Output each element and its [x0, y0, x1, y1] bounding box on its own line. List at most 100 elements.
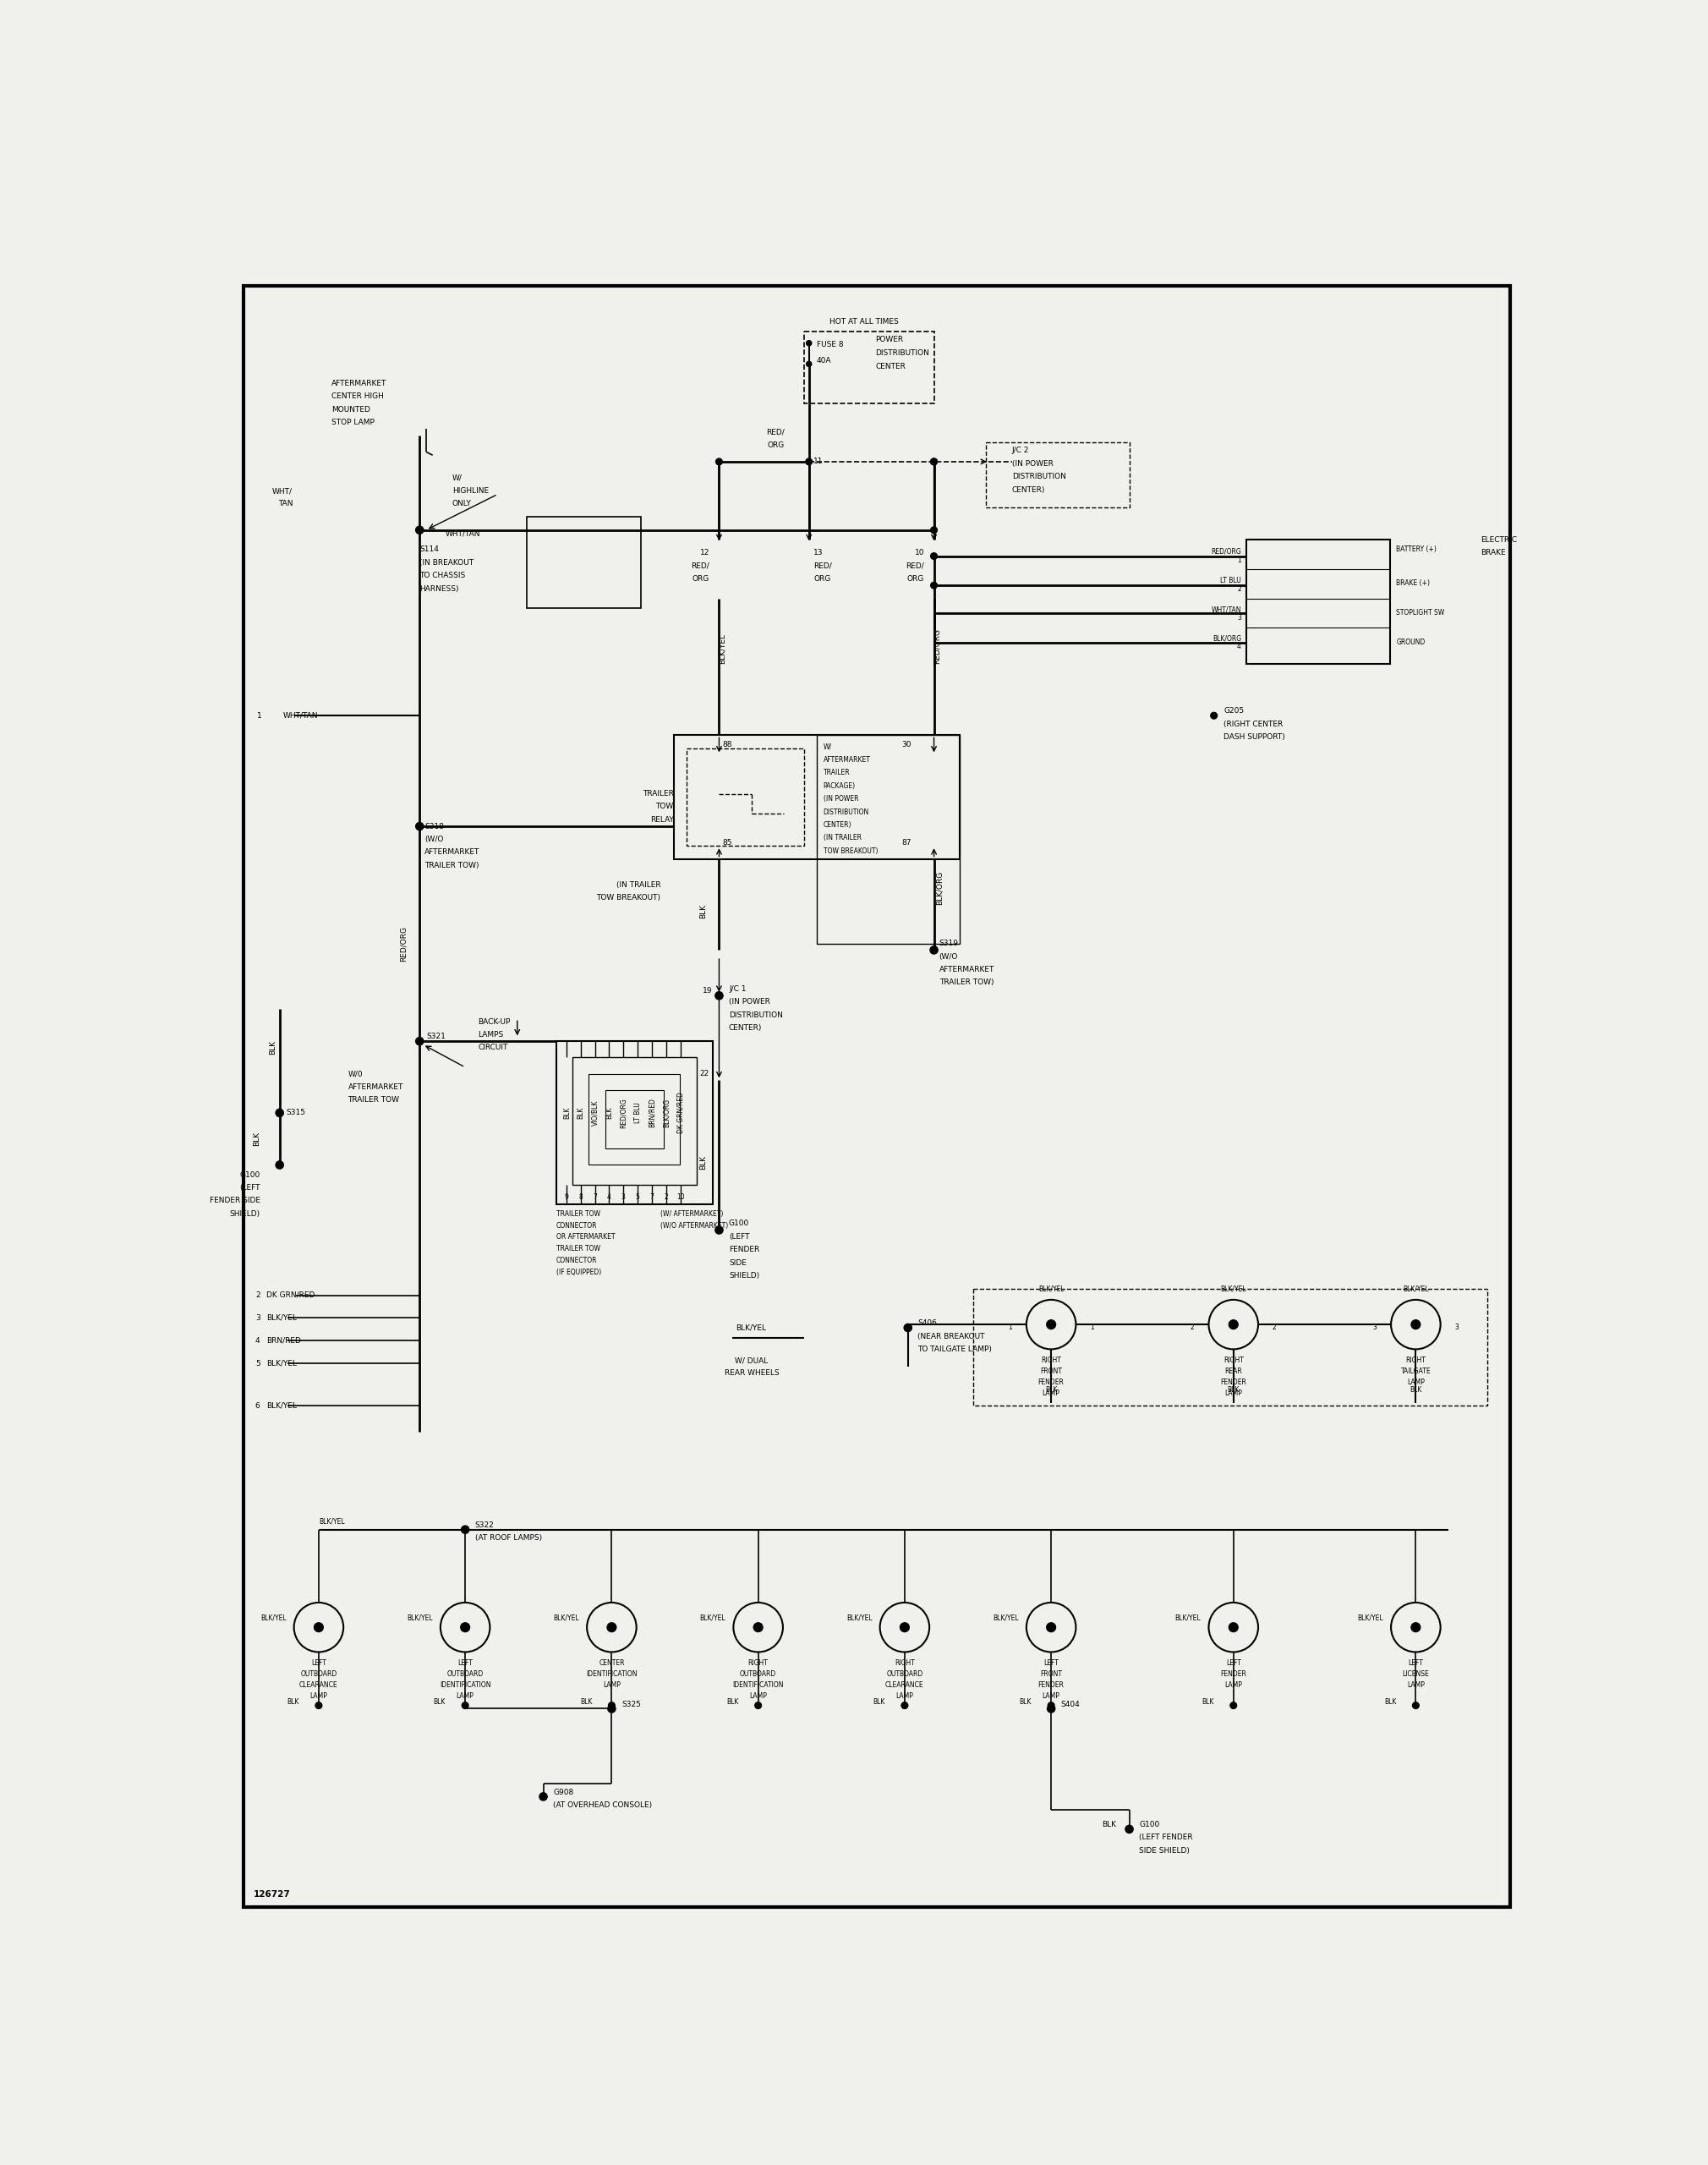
Text: ORG: ORG [692, 576, 709, 582]
Text: 88: 88 [722, 740, 733, 749]
Text: 3: 3 [1237, 615, 1242, 621]
Text: TRAILER: TRAILER [642, 790, 673, 797]
Text: ORG: ORG [813, 576, 830, 582]
Text: BLK: BLK [253, 1132, 261, 1145]
Text: W/0: W/0 [348, 1070, 362, 1078]
Text: ORG: ORG [767, 442, 784, 448]
Text: S406: S406 [917, 1318, 938, 1327]
Text: AFTERMARKET: AFTERMARKET [425, 849, 480, 855]
Text: (RIGHT CENTER: (RIGHT CENTER [1223, 721, 1283, 727]
Text: 1: 1 [1237, 556, 1242, 563]
Text: (W/O AFTERMARKET): (W/O AFTERMARKET) [661, 1221, 728, 1230]
Text: DISTRIBUTION: DISTRIBUTION [1013, 472, 1066, 481]
Text: 3: 3 [1455, 1325, 1459, 1331]
Text: 13: 13 [813, 550, 823, 556]
Text: 2: 2 [1272, 1325, 1276, 1331]
Text: (AT ROOF LAMPS): (AT ROOF LAMPS) [475, 1535, 541, 1541]
Circle shape [415, 823, 424, 829]
Circle shape [540, 1793, 547, 1801]
Bar [804, 331, 934, 403]
Text: J/C 1: J/C 1 [729, 985, 746, 994]
Text: SHIELD): SHIELD) [729, 1271, 760, 1280]
Text: 1: 1 [1090, 1325, 1095, 1331]
Text: BLK/YEL: BLK/YEL [1358, 1613, 1383, 1622]
Circle shape [753, 1624, 763, 1632]
Text: CIRCUIT: CIRCUIT [478, 1044, 507, 1052]
Bar [986, 442, 1129, 507]
Text: BLK: BLK [1383, 1697, 1395, 1706]
Text: 4: 4 [254, 1338, 260, 1344]
Text: BLK: BLK [605, 1106, 613, 1119]
Text: CENTER): CENTER) [1013, 485, 1045, 494]
Text: BLK/YEL: BLK/YEL [1221, 1284, 1247, 1293]
Text: LAMP: LAMP [1225, 1390, 1242, 1396]
Text: (LEFT: (LEFT [729, 1232, 750, 1241]
Text: SHIELD): SHIELD) [229, 1210, 260, 1217]
Text: 126727: 126727 [253, 1890, 290, 1899]
Text: BLK/YEL: BLK/YEL [719, 632, 726, 662]
Text: RED/: RED/ [765, 429, 784, 435]
Text: LAMP: LAMP [456, 1693, 475, 1700]
Text: LEFT: LEFT [1044, 1658, 1059, 1667]
Text: CONNECTOR: CONNECTOR [557, 1221, 598, 1230]
Text: LAMP: LAMP [603, 1682, 620, 1689]
Text: RED/ORG: RED/ORG [400, 927, 407, 961]
Text: S114: S114 [420, 546, 439, 554]
Text: 3: 3 [1373, 1325, 1377, 1331]
Text: 7: 7 [651, 1193, 654, 1202]
Text: POWER: POWER [874, 336, 904, 342]
Text: 2: 2 [1237, 585, 1242, 593]
Text: 6: 6 [254, 1403, 260, 1409]
Text: W/: W/ [453, 474, 463, 483]
Circle shape [1413, 1702, 1419, 1708]
Text: CLEARANCE: CLEARANCE [885, 1682, 924, 1689]
Text: LEFT: LEFT [1407, 1658, 1423, 1667]
Text: 40A: 40A [816, 357, 832, 364]
Text: RED/ORG: RED/ORG [933, 628, 941, 662]
Circle shape [755, 1702, 762, 1708]
Text: TOW: TOW [656, 803, 673, 810]
Text: (AT OVERHEAD CONSOLE): (AT OVERHEAD CONSOLE) [553, 1801, 652, 1810]
Text: AFTERMARKET: AFTERMARKET [823, 756, 871, 764]
Text: AFTERMARKET: AFTERMARKET [348, 1082, 403, 1091]
Text: G100: G100 [239, 1171, 260, 1178]
Text: CENTER): CENTER) [823, 821, 852, 829]
Text: (W/O: (W/O [939, 953, 958, 961]
Circle shape [275, 1160, 284, 1169]
Bar [816, 736, 960, 944]
Text: REAR WHEELS: REAR WHEELS [724, 1370, 779, 1377]
Text: BLK: BLK [1202, 1697, 1214, 1706]
Text: BLK: BLK [287, 1697, 299, 1706]
Text: 4: 4 [606, 1193, 611, 1202]
Text: BLK: BLK [1020, 1697, 1032, 1706]
Text: S318: S318 [425, 823, 444, 829]
Text: DISTRIBUTION: DISTRIBUTION [874, 349, 929, 357]
Text: IDENTIFICATION: IDENTIFICATION [586, 1671, 637, 1678]
Text: DISTRIBUTION: DISTRIBUTION [729, 1011, 782, 1020]
Text: LAMP: LAMP [1042, 1390, 1061, 1396]
Text: TRAILER: TRAILER [823, 769, 851, 777]
Circle shape [900, 1624, 909, 1632]
Circle shape [931, 526, 938, 533]
Text: BLK: BLK [577, 1106, 584, 1119]
Text: RIGHT: RIGHT [1042, 1357, 1061, 1364]
Text: BLK: BLK [1102, 1821, 1117, 1829]
Circle shape [1411, 1624, 1421, 1632]
Text: RIGHT: RIGHT [1223, 1357, 1243, 1364]
Circle shape [316, 1702, 321, 1708]
Text: TRAILER TOW): TRAILER TOW) [939, 979, 994, 987]
Text: OUTBOARD: OUTBOARD [886, 1671, 922, 1678]
Circle shape [931, 582, 938, 589]
Text: DK GRN/RED: DK GRN/RED [266, 1290, 314, 1299]
Text: FENDER SIDE: FENDER SIDE [210, 1197, 260, 1204]
Text: BLK: BLK [699, 905, 707, 918]
Text: LAMP: LAMP [1407, 1682, 1424, 1689]
Text: DISTRIBUTION: DISTRIBUTION [823, 808, 869, 816]
Text: RED/: RED/ [692, 563, 709, 569]
Text: (IF EQUIPPED): (IF EQUIPPED) [557, 1269, 601, 1275]
Text: OUTBOARD: OUTBOARD [447, 1671, 483, 1678]
Text: BLK/YEL: BLK/YEL [319, 1518, 345, 1526]
Text: VIO/BLK: VIO/BLK [591, 1100, 600, 1126]
Text: 10: 10 [676, 1193, 685, 1202]
Text: CENTER): CENTER) [729, 1024, 762, 1033]
